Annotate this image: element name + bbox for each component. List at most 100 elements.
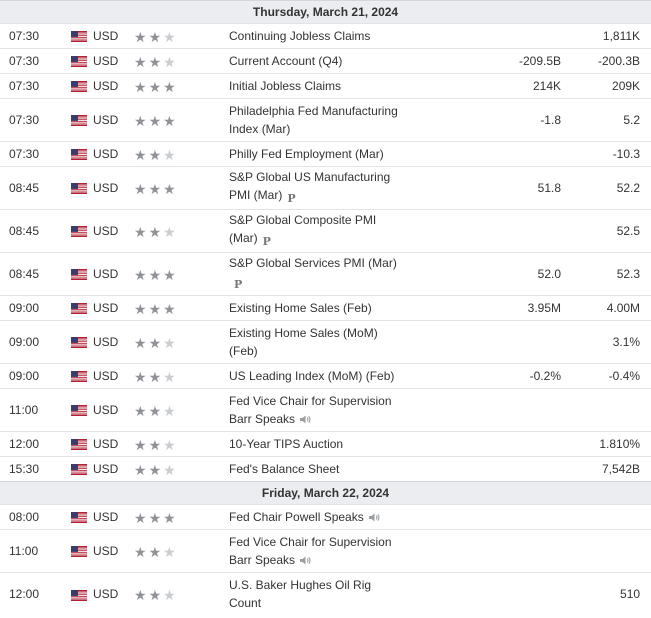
event-name[interactable]: S&P Global US Manufacturing PMI (Mar) P	[228, 166, 471, 210]
us-flag-icon	[71, 149, 87, 161]
event-name[interactable]: Initial Jobless Claims	[228, 73, 471, 99]
event-name-line: Current Account (Q4)	[229, 52, 471, 70]
event-forecast	[471, 320, 567, 364]
event-name-text[interactable]: Fed's Balance Sheet	[229, 462, 340, 476]
event-name-text[interactable]: Continuing Jobless Claims	[229, 29, 371, 43]
event-row[interactable]: 08:00 USD ★ ★ ★ Fed Chair Powell Speaks	[0, 504, 651, 530]
event-row[interactable]: 12:00 USD ★ ★ ★ 10-Year TIPS Auction 1.810%	[0, 431, 651, 457]
event-name-text[interactable]: Current Account (Q4)	[229, 54, 343, 68]
flag-cell	[66, 320, 91, 364]
event-name-text[interactable]: Fed Vice Chair for Supervision	[229, 535, 392, 549]
flag-cell	[66, 431, 91, 457]
star-filled-icon: ★	[134, 180, 147, 197]
event-name[interactable]: 10-Year TIPS Auction	[228, 431, 471, 457]
event-row[interactable]: 08:45 USD ★ ★ ★ S&P Global US Manufacturing PM…	[0, 166, 651, 210]
star-filled-icon: ★	[148, 112, 162, 129]
speaker-icon[interactable]	[368, 512, 381, 523]
flag-cell	[66, 295, 91, 321]
event-forecast	[471, 456, 567, 482]
event-name[interactable]: Philadelphia Fed Manufacturing Index (Mar…	[228, 98, 471, 142]
event-name[interactable]: S&P Global Composite PMI (Mar) P	[228, 209, 471, 253]
event-forecast	[471, 504, 567, 530]
event-name[interactable]: Fed Chair Powell Speaks	[228, 504, 471, 530]
star-filled-icon: ★	[148, 436, 162, 453]
event-currency: USD	[91, 98, 134, 142]
star-filled-icon: ★	[134, 402, 147, 419]
event-time: 08:45	[0, 209, 66, 253]
event-row[interactable]: 11:00 USD ★ ★ ★ Fed Vice Chair for Supervisio…	[0, 388, 651, 432]
event-name[interactable]: Current Account (Q4)	[228, 48, 471, 74]
event-name[interactable]: Fed Vice Chair for Supervision Barr Speak…	[228, 388, 471, 432]
event-name-text[interactable]: Fed Chair Powell Speaks	[229, 510, 364, 524]
event-name[interactable]: US Leading Index (MoM) (Feb)	[228, 363, 471, 389]
event-actual: 7,542B	[567, 456, 651, 482]
event-name[interactable]: Continuing Jobless Claims	[228, 23, 471, 49]
event-name-text[interactable]: 10-Year TIPS Auction	[229, 437, 344, 451]
star-filled-icon: ★	[148, 334, 162, 351]
event-name-text[interactable]: S&P Global Services PMI (Mar)	[229, 256, 397, 270]
us-flag-icon	[71, 546, 87, 558]
event-row[interactable]: 07:30 USD ★ ★ ★ Philadelphia Fed Manufacturin…	[0, 98, 651, 142]
event-row[interactable]: 07:30 USD ★ ★ ★ Continuing Jobless Claims 1,81…	[0, 23, 651, 49]
event-name[interactable]: Existing Home Sales (MoM) (Feb)	[228, 320, 471, 364]
event-name[interactable]: Fed Vice Chair for Supervision Barr Speak…	[228, 529, 471, 573]
event-forecast: 214K	[471, 73, 567, 99]
event-time: 07:30	[0, 98, 66, 142]
event-name[interactable]: Existing Home Sales (Feb)	[228, 295, 471, 321]
event-row[interactable]: 08:45 USD ★ ★ ★ S&P Global Services PMI (Mar)…	[0, 252, 651, 296]
event-name-text[interactable]: U.S. Baker Hughes Oil Rig	[229, 578, 372, 593]
event-row[interactable]: 15:30 USD ★ ★ ★ Fed's Balance Sheet 7,542B	[0, 456, 651, 482]
event-row[interactable]: 07:30 USD ★ ★ ★ Philly Fed Employment (Mar) -1…	[0, 141, 651, 167]
star-empty-icon: ★	[163, 334, 176, 351]
event-row[interactable]: 09:00 USD ★ ★ ★ Existing Home Sales (Feb) 3.95…	[0, 295, 651, 321]
event-currency: USD	[91, 456, 134, 482]
event-row[interactable]: 11:00 USD ★ ★ ★ Fed Vice Chair for Supervisio…	[0, 529, 651, 573]
event-name-text[interactable]: Existing Home Sales (Feb)	[229, 301, 372, 315]
event-row[interactable]: 07:30 USD ★ ★ ★ Current Account (Q4) -209.5B -2…	[0, 48, 651, 74]
event-name[interactable]: S&P Global Services PMI (Mar) P	[228, 252, 471, 296]
event-name-line: Fed Chair Powell Speaks	[229, 508, 471, 526]
event-row[interactable]: 09:00 USD ★ ★ ★ Existing Home Sales (MoM) (Feb…	[0, 320, 651, 364]
event-name-line: Philly Fed Employment (Mar)	[229, 145, 471, 163]
flag-cell	[66, 73, 91, 99]
event-name-text[interactable]: S&P Global US Manufacturing	[229, 170, 391, 184]
event-name-text[interactable]: US Leading Index (MoM) (Feb)	[229, 369, 395, 383]
event-row[interactable]: 09:00 USD ★ ★ ★ US Leading Index (MoM) (Feb) -…	[0, 363, 651, 389]
event-name-text[interactable]: Existing Home Sales (MoM)	[229, 326, 378, 340]
event-name[interactable]: Philly Fed Employment (Mar)	[228, 141, 471, 167]
speaker-icon[interactable]	[299, 555, 312, 566]
event-name-text[interactable]: Barr Speaks	[229, 412, 296, 426]
event-name-text[interactable]: PMI (Mar)	[229, 188, 283, 202]
event-name-text[interactable]: Philadelphia Fed Manufacturing	[229, 104, 398, 118]
event-row[interactable]: 07:30 USD ★ ★ ★ Initial Jobless Claims 214K 209…	[0, 73, 651, 99]
event-row[interactable]: 12:00 USD ★ ★ ★ U.S. Baker Hughes Oil Rig Coun…	[0, 572, 651, 616]
speaker-icon[interactable]	[299, 414, 312, 425]
importance-stars: ★ ★ ★	[134, 572, 228, 616]
star-filled-icon: ★	[148, 587, 162, 604]
event-time: 09:00	[0, 295, 66, 321]
event-row[interactable]: 08:45 USD ★ ★ ★ S&P Global Composite PMI (Mar)…	[0, 209, 651, 253]
event-name-text[interactable]: Barr Speaks	[229, 553, 296, 567]
event-name-text[interactable]: (Mar)	[229, 231, 258, 245]
star-empty-icon: ★	[163, 402, 176, 419]
event-name-text[interactable]: S&P Global Composite PMI	[229, 213, 377, 227]
event-name-text[interactable]: Index (Mar)	[229, 122, 291, 136]
event-name-line: Fed Vice Chair for Supervision	[229, 533, 471, 551]
star-filled-icon: ★	[148, 146, 162, 163]
event-name-text[interactable]: (Feb)	[229, 344, 258, 358]
star-empty-icon: ★	[163, 543, 176, 560]
event-name-text[interactable]: Initial Jobless Claims	[229, 79, 342, 93]
importance-stars: ★ ★ ★	[134, 166, 228, 210]
event-name-text[interactable]: Count	[229, 596, 262, 611]
us-flag-icon	[71, 589, 87, 601]
star-filled-icon: ★	[134, 223, 147, 240]
importance-stars: ★ ★ ★	[134, 98, 228, 142]
event-time: 15:30	[0, 456, 66, 482]
event-name-text[interactable]: Philly Fed Employment (Mar)	[229, 147, 384, 161]
event-name-text[interactable]: Fed Vice Chair for Supervision	[229, 394, 392, 408]
us-flag-icon	[71, 56, 87, 68]
us-flag-icon	[71, 31, 87, 43]
event-name[interactable]: U.S. Baker Hughes Oil Rig Count	[228, 572, 471, 616]
importance-stars: ★ ★ ★	[134, 209, 228, 253]
event-name[interactable]: Fed's Balance Sheet	[228, 456, 471, 482]
